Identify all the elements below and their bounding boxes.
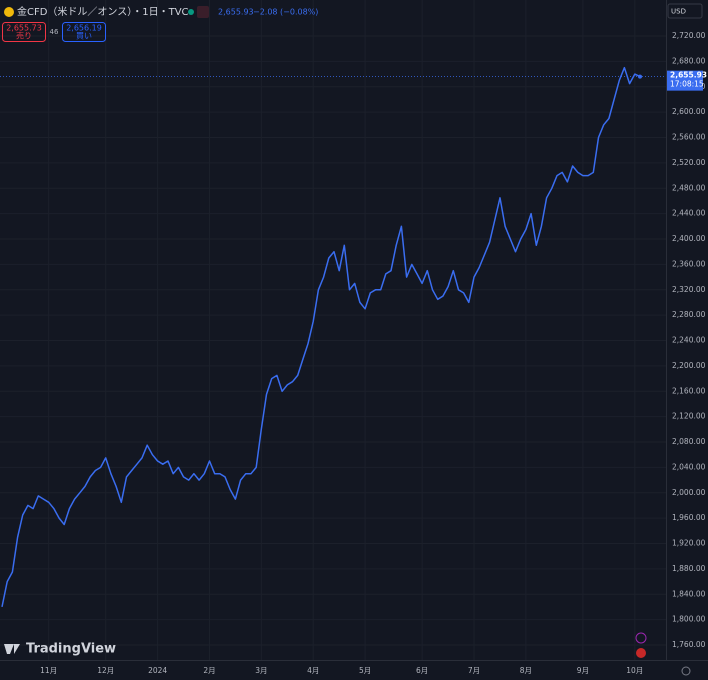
last-point [638,74,642,79]
y-tick-label: 2,080.00 [672,437,706,446]
y-tick-label: 2,600.00 [672,107,706,116]
y-tick-label: 1,920.00 [672,539,706,548]
x-tick-label: 3月 [255,666,267,675]
y-tick-label: 2,720.00 [672,31,706,40]
x-tick-label: 2024 [148,666,167,675]
y-tick-label: 1,760.00 [672,640,706,649]
currency-button[interactable] [667,3,703,19]
y-tick-label: 1,960.00 [672,513,706,522]
x-tick-label: 9月 [577,666,589,675]
x-tick-label: 12月 [97,666,114,675]
y-tick-label: 2,120.00 [672,412,706,421]
y-tick-label: 2,680.00 [672,56,706,65]
last-price-tag [667,70,703,91]
x-tick-label: 4月 [307,666,319,675]
grid-layer [0,0,666,660]
sell-button[interactable] [2,22,46,42]
settings-button[interactable] [681,666,691,676]
x-tick-label: 6月 [416,666,428,675]
x-tick-label: 7月 [468,666,480,675]
y-tick-label: 2,040.00 [672,462,706,471]
y-tick-label: 2,320.00 [672,285,706,294]
symbol-icon [4,7,14,17]
y-tick-label: 2,160.00 [672,386,706,395]
price-change: −2.08 (−0.08%) [253,8,318,17]
x-tick-label: 2月 [203,666,215,675]
market-status [188,9,194,15]
x-tick-label: 8月 [520,666,532,675]
y-tick-label: 2,400.00 [672,234,706,243]
sell-label: 売り [16,31,32,41]
sell-price: 2,655.73 [6,24,42,33]
y-tick-label: 2,480.00 [672,183,706,192]
y-tick-label: 2,360.00 [672,259,706,268]
event-icon[interactable] [635,632,647,644]
event-icon[interactable] [636,648,646,658]
buy-label: 買い [76,32,92,41]
y-tick-label: 2,440.00 [672,209,706,218]
price-line [1,66,641,608]
spread: 46 [50,28,59,36]
countdown: 17:08:15 [670,80,704,89]
brand: TradingView [26,642,116,657]
y-tick-label: 1,880.00 [672,564,706,573]
y-tick-label: 2,240.00 [672,336,706,345]
buy-button[interactable] [62,22,106,42]
buy-price: 2,656.19 [66,24,102,33]
y-tick-label: 2,520.00 [672,158,706,167]
x-tick-label: 10月 [626,666,643,675]
last-price: 2,655.93 [218,8,254,17]
y-tick-label: 2,200.00 [672,361,706,370]
y-tick-label: 2,560.00 [672,133,706,142]
y-tick-label: 1,800.00 [672,615,706,624]
y-tick-label: 2,000.00 [672,488,706,497]
last-price-label: 2,655.93 [670,71,707,80]
x-tick-label: 11月 [40,666,57,675]
y-tick-label: 1,840.00 [672,589,706,598]
symbol: 金CFD（米ドル／オンス）・1日・TVC [17,5,189,18]
currency: USD [671,8,686,16]
brand-logo [4,644,20,654]
y-tick-label: 2,280.00 [672,310,706,319]
x-tick-label: 5月 [359,666,371,675]
status-badge [197,6,209,18]
